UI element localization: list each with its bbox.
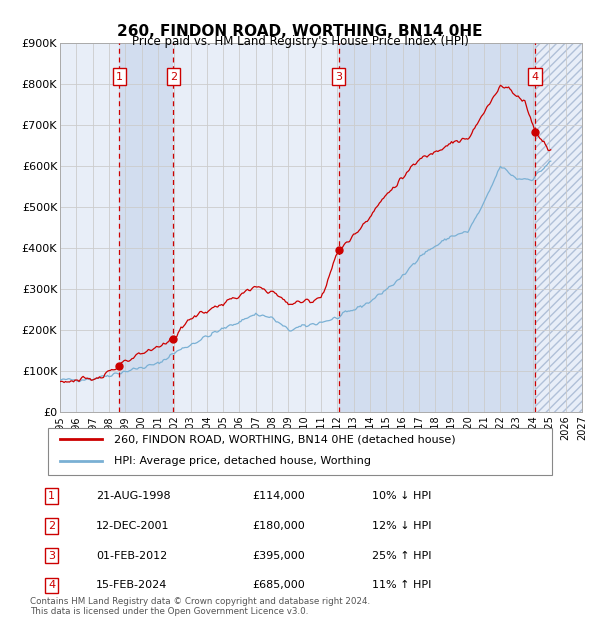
Text: £685,000: £685,000: [252, 580, 305, 590]
Text: £180,000: £180,000: [252, 521, 305, 531]
Text: 4: 4: [48, 580, 55, 590]
Text: 12-DEC-2001: 12-DEC-2001: [96, 521, 170, 531]
Bar: [119, 43, 173, 412]
Text: 2: 2: [48, 521, 55, 531]
Text: 21-AUG-1998: 21-AUG-1998: [96, 491, 170, 501]
Text: 12% ↓ HPI: 12% ↓ HPI: [372, 521, 431, 531]
Text: 260, FINDON ROAD, WORTHING, BN14 0HE (detached house): 260, FINDON ROAD, WORTHING, BN14 0HE (de…: [114, 435, 455, 445]
Text: 1: 1: [116, 71, 123, 82]
Text: 3: 3: [335, 71, 342, 82]
Text: Price paid vs. HM Land Registry's House Price Index (HPI): Price paid vs. HM Land Registry's House …: [131, 35, 469, 48]
Text: 3: 3: [48, 551, 55, 560]
Text: 2: 2: [170, 71, 177, 82]
Bar: [535, 43, 582, 412]
Text: 25% ↑ HPI: 25% ↑ HPI: [372, 551, 431, 560]
Text: 1: 1: [48, 491, 55, 501]
Text: 10% ↓ HPI: 10% ↓ HPI: [372, 491, 431, 501]
Text: 01-FEB-2012: 01-FEB-2012: [96, 551, 167, 560]
Text: 4: 4: [532, 71, 539, 82]
Text: 260, FINDON ROAD, WORTHING, BN14 0HE: 260, FINDON ROAD, WORTHING, BN14 0HE: [117, 24, 483, 38]
Text: Contains HM Land Registry data © Crown copyright and database right 2024.
This d: Contains HM Land Registry data © Crown c…: [30, 596, 370, 616]
Text: HPI: Average price, detached house, Worthing: HPI: Average price, detached house, Wort…: [114, 456, 371, 466]
Text: 15-FEB-2024: 15-FEB-2024: [96, 580, 167, 590]
Text: £114,000: £114,000: [252, 491, 305, 501]
Text: £395,000: £395,000: [252, 551, 305, 560]
FancyBboxPatch shape: [48, 428, 552, 475]
Bar: [338, 43, 535, 412]
Text: 11% ↑ HPI: 11% ↑ HPI: [372, 580, 431, 590]
